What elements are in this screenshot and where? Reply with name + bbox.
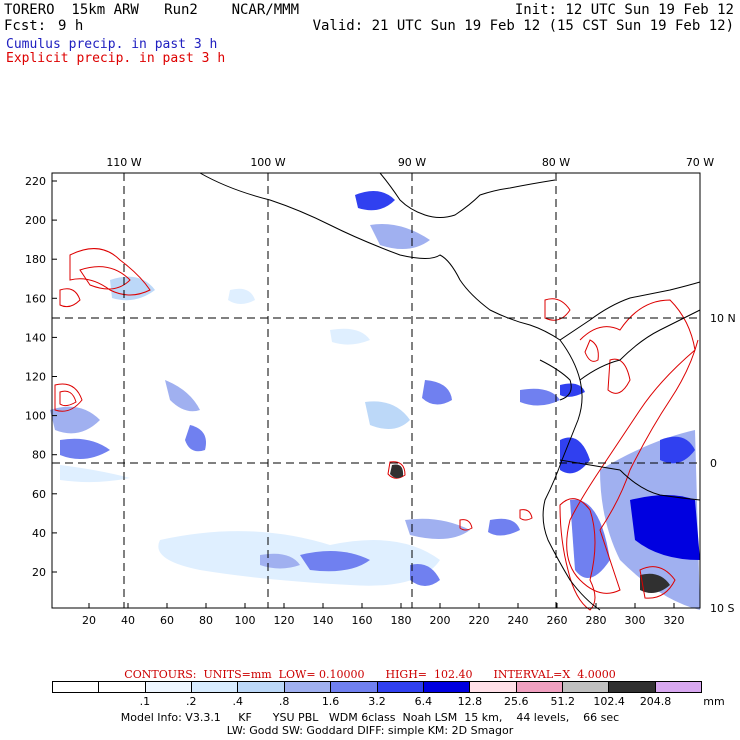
lon-label-70w: 70 W [686, 156, 714, 169]
y-axis-label: 160 [25, 292, 46, 305]
x-axis-label: 220 [469, 614, 490, 627]
colorbar-swatch [331, 682, 378, 692]
graticule [52, 173, 700, 608]
colorbar-swatch [423, 682, 471, 692]
lon-label-110w: 110 W [106, 156, 141, 169]
lon-label-90w: 90 W [398, 156, 426, 169]
colorbar-swatch [562, 682, 610, 692]
lat-label-0: 0 [710, 457, 717, 470]
x-axis-label: 20 [82, 614, 96, 627]
colorbar-swatch [238, 682, 285, 692]
contour-info: CONTOURS: UNITS=mm LOW= 0.10000 HIGH= 10… [124, 668, 616, 681]
x-axis-label: 100 [235, 614, 256, 627]
colorbar-swatch [377, 682, 424, 692]
lon-label-80w: 80 W [542, 156, 570, 169]
colorbar-label: 12.8 [457, 695, 483, 708]
x-axis-label: 240 [508, 614, 529, 627]
model-info-line1: Model Info: V3.3.1 KF YSU PBL WDM 6class… [120, 711, 620, 724]
colorbar-label: 204.8 [639, 695, 672, 708]
colorbar-swatch [99, 682, 146, 692]
model-info-line2: LW: Godd SW: Goddard DIFF: simple KM: 2D… [226, 724, 514, 737]
heavy-precip-cell [390, 464, 404, 479]
colorbar-units: mm [703, 695, 725, 708]
lon-label-100w: 100 W [250, 156, 285, 169]
y-axis-label: 200 [25, 214, 46, 227]
x-axis-label: 60 [160, 614, 174, 627]
forecast-hour: 9 h [58, 18, 84, 34]
coastlines [199, 172, 701, 611]
valid-time: Valid: 21 UTC Sun 19 Feb 12 (15 CST Sun … [312, 18, 734, 34]
x-axis-label: 280 [586, 614, 607, 627]
x-axis-label: 140 [313, 614, 334, 627]
x-axis-label: 260 [547, 614, 568, 627]
y-axis-label: 20 [32, 566, 46, 579]
colorbar-label: 6.4 [414, 695, 433, 708]
y-axis-label: 120 [25, 371, 46, 384]
colorbar-swatch [145, 682, 193, 692]
map-frame [51, 172, 701, 609]
colorbar-label: .1 [139, 695, 151, 708]
y-axis-label: 40 [32, 527, 46, 540]
colorbar-label: .4 [232, 695, 243, 708]
y-axis-label: 100 [25, 410, 46, 423]
y-axis-label: 220 [25, 175, 46, 188]
colorbar-label: 1.6 [321, 695, 340, 708]
run-title: TORERO 15km ARW Run2 NCAR/MMM [4, 2, 300, 18]
x-axis-label: 80 [199, 614, 213, 627]
colorbar-swatch [192, 682, 239, 692]
colorbar-swatch [53, 682, 100, 692]
lat-label-10n: 10 N [710, 312, 736, 325]
x-axis-label: 180 [391, 614, 412, 627]
y-axis-label: 60 [32, 488, 46, 501]
y-axis-label: 180 [25, 253, 46, 266]
colorbar-label: 102.4 [593, 695, 625, 708]
forecast-label: Fcst: [4, 18, 47, 34]
colorbar-label: 51.2 [550, 695, 575, 708]
colorbar-swatch [516, 682, 563, 692]
colorbar-swatch [609, 682, 656, 692]
colorbar-swatch [470, 682, 517, 692]
legend-explicit: Explicit precip. in past 3 h [6, 51, 226, 66]
colorbar-label: .2 [186, 695, 197, 708]
color-bar [52, 681, 702, 693]
cumulus-precip-shading [50, 191, 700, 610]
y-axis-label: 80 [32, 449, 46, 462]
x-axis-label: 320 [664, 614, 685, 627]
y-axis-label: 140 [25, 331, 46, 344]
colorbar-swatch [284, 682, 332, 692]
lat-label-10s: 10 S [710, 602, 734, 615]
colorbar-swatch [655, 682, 702, 692]
colorbar-label: .8 [278, 695, 290, 708]
legend-cumulus: Cumulus precip. in past 3 h [6, 37, 218, 52]
x-axis-label: 200 [430, 614, 451, 627]
x-axis-label: 40 [121, 614, 135, 627]
colorbar-label: 25.6 [504, 695, 529, 708]
explicit-precip-contours [54, 248, 699, 611]
init-time: Init: 12 UTC Sun 19 Feb 12 [514, 2, 734, 18]
axis-ticks [52, 180, 675, 608]
x-axis-label: 160 [352, 614, 373, 627]
colorbar-label: 3.2 [368, 695, 386, 708]
x-axis-label: 300 [625, 614, 646, 627]
x-axis-label: 120 [274, 614, 295, 627]
